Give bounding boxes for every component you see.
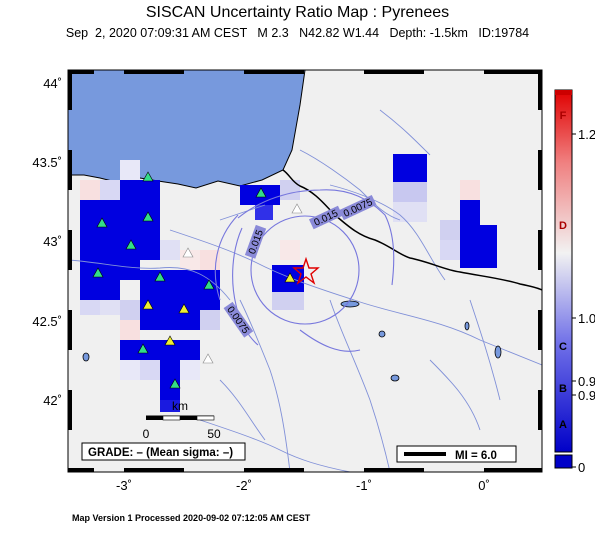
lat-label: 44˚ <box>43 76 62 91</box>
grade-letter: D <box>559 220 567 232</box>
station-marker <box>125 239 137 250</box>
scale-bar-segment <box>180 416 197 420</box>
station-marker <box>291 203 303 214</box>
map-title: SISCAN Uncertainty Ratio Map : Pyrenees <box>145 4 450 21</box>
map-frame <box>67 69 543 473</box>
station-marker <box>182 247 194 258</box>
contour-label-box <box>223 301 254 338</box>
frame-ticks <box>68 70 542 472</box>
station-marker <box>142 211 154 222</box>
station-marker <box>284 272 296 283</box>
contour-label-box <box>308 205 343 230</box>
lon-label: -2˚ <box>236 478 252 493</box>
grade-letter: F <box>560 110 567 122</box>
station-marker <box>96 217 108 228</box>
scale-bar-tick-label: 50 <box>207 427 221 441</box>
contour-label-group: 0.0075 0.015 0.015 0.0075 <box>223 194 377 338</box>
colorbar: F D C B A 1.2 1.0 0.9 0.9 0 <box>554 89 595 475</box>
lat-label: 43.5˚ <box>32 155 62 170</box>
uncertainty-contours <box>214 189 395 352</box>
contour-label-box <box>244 224 267 259</box>
sea-area <box>68 70 306 189</box>
epicenter-star-icon <box>292 256 320 285</box>
mi-legend-text: MI = 6.0 <box>455 450 497 462</box>
station-marker <box>137 343 149 354</box>
grade-box <box>81 442 246 461</box>
station-marker <box>169 378 181 389</box>
contour-label-box <box>339 194 377 221</box>
station-marker <box>154 271 166 282</box>
station-marker <box>142 171 154 182</box>
lat-label: 42˚ <box>43 393 62 408</box>
lat-label: 42.5˚ <box>32 314 62 329</box>
map-version-footer: Map Version 1 Processed 2020-09-02 07:12… <box>72 513 311 523</box>
grade-letter: C <box>559 341 567 353</box>
grade-letter: A <box>559 419 567 431</box>
scale-bar-segment <box>162 415 181 421</box>
scale-bar-segment <box>196 415 215 421</box>
station-marker <box>178 303 190 314</box>
national-border <box>282 169 542 291</box>
latitude-labels: 44˚ 43.5˚ 43˚ 42.5˚ 42˚ <box>32 76 62 408</box>
colorbar-value: 0.9 <box>578 374 595 389</box>
colorbar-scale <box>554 89 573 453</box>
station-marker <box>164 335 176 346</box>
grade-text: GRADE: – (Mean sigma: –) <box>88 447 233 459</box>
lat-label: 43˚ <box>43 234 62 249</box>
colorbar-cap-high <box>555 90 572 95</box>
mi-legend-box <box>396 445 517 463</box>
scale-bar-tick-label: 0 <box>143 427 150 441</box>
scale-bar-segment <box>146 416 163 420</box>
colorbar-value: 0.9 <box>578 388 595 403</box>
lon-label: 0˚ <box>478 478 490 493</box>
colorbar-value: 0 <box>578 460 585 475</box>
lon-label: -1˚ <box>356 478 372 493</box>
scale-bar: km 0 50 <box>143 399 221 441</box>
colorbar-value: 1.2 <box>578 127 595 142</box>
longitude-labels: -3˚ -2˚ -1˚ 0˚ <box>116 478 490 493</box>
station-marker <box>92 267 104 278</box>
colorbar-value: 1.0 <box>578 311 595 326</box>
station-marker <box>255 187 267 198</box>
colorbar-cap-low <box>554 454 573 469</box>
lon-label: -3˚ <box>116 478 132 493</box>
station-marker <box>142 299 154 310</box>
station-marker <box>202 353 214 364</box>
uncertainty-cells-light <box>80 160 480 380</box>
station-marker <box>203 279 215 290</box>
grade-letter: B <box>559 383 567 395</box>
event-info: Sep 2, 2020 07:09:31 AM CEST M 2.3 N42.8… <box>65 26 530 40</box>
stations <box>92 171 303 389</box>
scale-bar-unit: km <box>172 399 188 413</box>
uncertainty-cells <box>80 154 497 412</box>
